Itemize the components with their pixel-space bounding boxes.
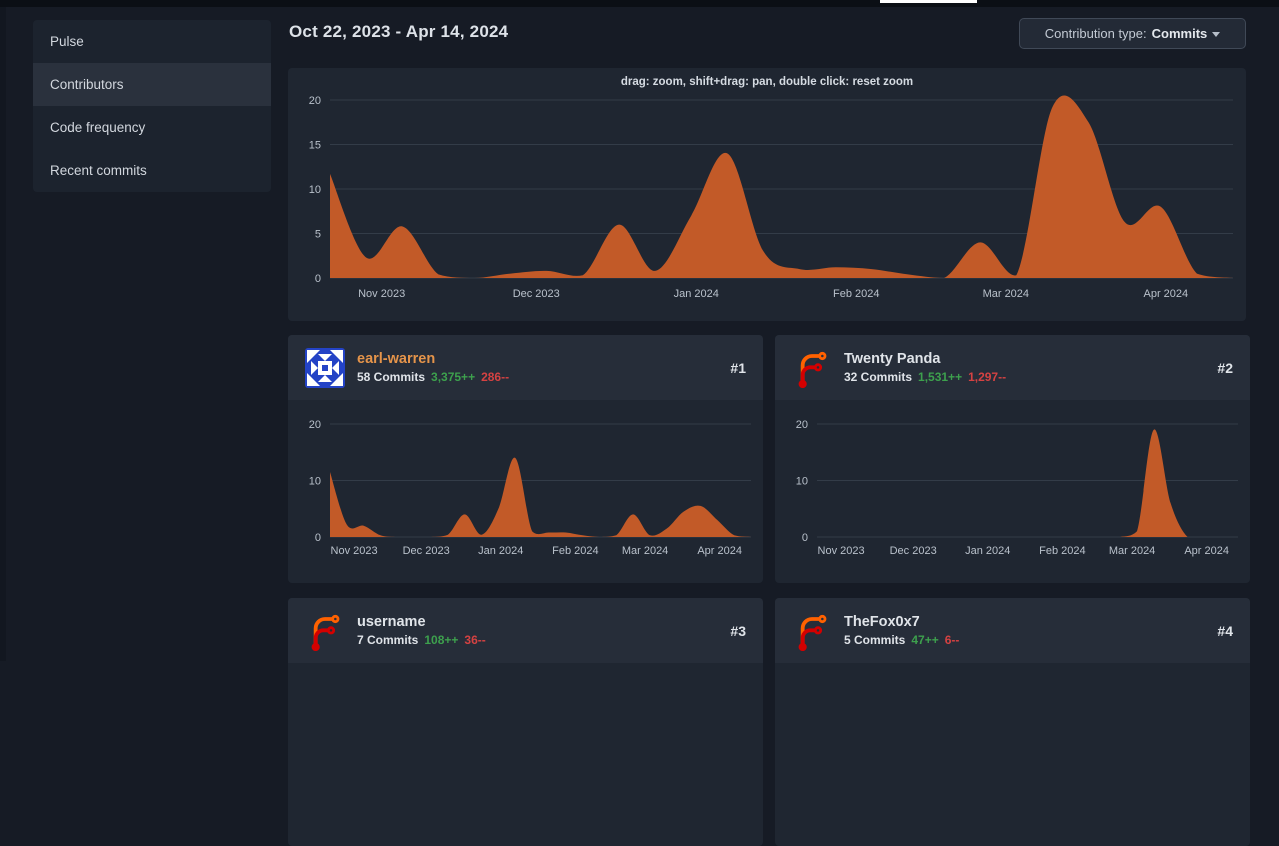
deletions-count: 1,297--: [968, 369, 1007, 384]
svg-text:10: 10: [309, 184, 321, 196]
commit-count: 5 Commits: [844, 632, 906, 647]
svg-text:20: 20: [796, 419, 808, 431]
rank-badge: #1: [730, 359, 746, 376]
svg-text:Feb 2024: Feb 2024: [1039, 545, 1085, 557]
top-navigation-bar: [0, 0, 1279, 7]
contributor-card-4: TheFox0x7 5 Commits 47++ 6-- #4: [775, 598, 1250, 846]
contributor-name-link[interactable]: earl-warren: [357, 351, 436, 368]
commit-count: 32 Commits: [844, 369, 913, 384]
additions-count: 3,375++: [431, 369, 476, 384]
commit-count: 7 Commits: [357, 632, 419, 647]
svg-text:10: 10: [309, 476, 321, 488]
contributor-card-header: username 7 Commits 108++ 36-- #3: [288, 598, 763, 663]
additions-count: 108++: [424, 632, 459, 647]
sidebar-item-recent-commits[interactable]: Recent commits: [50, 163, 147, 178]
svg-text:20: 20: [309, 419, 321, 431]
svg-text:Apr 2024: Apr 2024: [1143, 288, 1188, 300]
svg-text:Mar 2024: Mar 2024: [1109, 545, 1155, 557]
additions-count: 47++: [911, 632, 939, 647]
svg-text:Dec 2023: Dec 2023: [513, 288, 560, 300]
deletions-count: 36--: [464, 632, 486, 647]
deletions-count: 6--: [944, 632, 960, 647]
svg-text:Nov 2023: Nov 2023: [358, 288, 405, 300]
svg-text:Feb 2024: Feb 2024: [552, 545, 598, 557]
svg-text:Jan 2024: Jan 2024: [674, 288, 719, 300]
contributor-stats: 58 Commits 3,375++ 286--: [357, 370, 509, 384]
forgejo-logo-avatar: [311, 614, 340, 651]
contribution-type-dropdown[interactable]: Contribution type: Commits: [1019, 18, 1246, 49]
svg-text:0: 0: [315, 273, 321, 285]
contributor-card-2: Twenty Panda 32 Commits 1,531++ 1,297-- …: [775, 335, 1250, 583]
contributor-stats: 32 Commits 1,531++ 1,297--: [844, 370, 1006, 384]
contributor-name: username: [357, 614, 426, 631]
svg-text:0: 0: [802, 532, 808, 544]
contributor-name: TheFox0x7: [844, 614, 920, 631]
svg-text:Nov 2023: Nov 2023: [818, 545, 865, 557]
chart-zoom-hint: drag: zoom, shift+drag: pan, double clic…: [620, 76, 914, 88]
activity-sidebar-menu: Pulse Contributors Code frequency Recent…: [33, 20, 271, 192]
contributor-chart-area: [775, 663, 1250, 846]
contribution-type-label: Contribution type:: [1044, 26, 1147, 41]
contributor-card-1: earl-warren 58 Commits 3,375++ 286-- #1 …: [288, 335, 763, 583]
contributor-identity: TheFox0x7 5 Commits 47++ 6--: [844, 614, 959, 647]
svg-text:Mar 2024: Mar 2024: [983, 288, 1029, 300]
svg-text:Jan 2024: Jan 2024: [478, 545, 523, 557]
overall-contributions-panel: drag: zoom, shift+drag: pan, double clic…: [288, 68, 1246, 321]
forgejo-logo-avatar: [798, 614, 827, 651]
window-left-edge: [0, 7, 6, 661]
contributor-card-header: TheFox0x7 5 Commits 47++ 6-- #4: [775, 598, 1250, 663]
rank-badge: #2: [1217, 359, 1233, 376]
contributor-identity: username 7 Commits 108++ 36--: [357, 614, 486, 647]
svg-text:Apr 2024: Apr 2024: [697, 545, 742, 557]
svg-text:0: 0: [315, 532, 321, 544]
contributor-chart-area: 0 10 20 Nov 2023 Dec 2023 Jan 2024 Feb 2024 Mar…: [775, 400, 1250, 583]
svg-text:10: 10: [796, 476, 808, 488]
contributor-chart-area: 0 10 20 Nov 2023 Dec 2023 Jan 2024 Feb 2024 Mar…: [288, 400, 763, 583]
contributor-card-3: username 7 Commits 108++ 36-- #3: [288, 598, 763, 846]
contributor-identity: Twenty Panda 32 Commits 1,531++ 1,297--: [844, 351, 1006, 384]
rank-badge: #3: [730, 622, 746, 639]
svg-text:Mar 2024: Mar 2024: [622, 545, 668, 557]
commit-count: 58 Commits: [357, 369, 426, 384]
contributor-chart-area: [288, 663, 763, 846]
sidebar-item-pulse[interactable]: Pulse: [50, 34, 84, 49]
dropdown-caret-icon: [1212, 32, 1221, 37]
contributor-commits-area-chart[interactable]: 0 10 20 Nov 2023 Dec 2023 Jan 2024 Feb 2024 Mar…: [288, 400, 763, 583]
contributor-card-header: earl-warren 58 Commits 3,375++ 286-- #1: [288, 335, 763, 400]
rank-badge: #4: [1217, 622, 1233, 639]
svg-text:Apr 2024: Apr 2024: [1184, 545, 1229, 557]
identicon-avatar[interactable]: [305, 347, 345, 388]
svg-text:Nov 2023: Nov 2023: [331, 545, 378, 557]
svg-text:15: 15: [309, 140, 321, 152]
contributor-identity: earl-warren 58 Commits 3,375++ 286--: [357, 351, 509, 384]
svg-text:Dec 2023: Dec 2023: [403, 545, 450, 557]
sidebar-item-contributors[interactable]: Contributors: [33, 63, 271, 106]
svg-text:Dec 2023: Dec 2023: [890, 545, 937, 557]
contributor-stats: 5 Commits 47++ 6--: [844, 633, 959, 647]
svg-text:20: 20: [309, 95, 321, 107]
svg-text:5: 5: [315, 229, 321, 241]
sidebar-item-code-frequency[interactable]: Code frequency: [50, 120, 146, 135]
contributor-commits-area-chart[interactable]: 0 10 20 Nov 2023 Dec 2023 Jan 2024 Feb 2024 Mar…: [775, 400, 1250, 583]
svg-text:Feb 2024: Feb 2024: [833, 288, 879, 300]
deletions-count: 286--: [481, 369, 510, 384]
forgejo-logo-avatar: [798, 351, 827, 388]
additions-count: 1,531++: [918, 369, 963, 384]
date-range-title: Oct 22, 2023 - Apr 14, 2024: [289, 22, 509, 41]
contribution-type-value: Commits: [1151, 26, 1208, 41]
overall-commits-area-chart[interactable]: 0 5 10 15 20 Nov 2023 Dec 2023 Jan 2024 Feb 2024…: [288, 68, 1246, 321]
contributor-stats: 7 Commits 108++ 36--: [357, 633, 486, 647]
contributor-name: Twenty Panda: [844, 351, 941, 368]
svg-text:Jan 2024: Jan 2024: [965, 545, 1010, 557]
contributor-card-header: Twenty Panda 32 Commits 1,531++ 1,297-- …: [775, 335, 1250, 400]
active-tab-underline: [880, 0, 977, 3]
